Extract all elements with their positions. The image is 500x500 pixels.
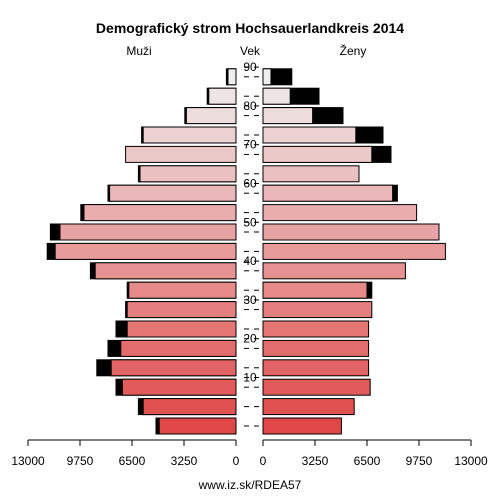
- chart-title: Demografický strom Hochsauerlandkreis 20…: [96, 20, 404, 36]
- age-tick-label: 10: [243, 371, 257, 385]
- male-bar-60-64: [109, 184, 237, 202]
- right-label: Ženy: [340, 43, 367, 58]
- footer-text: www.iz.sk/RDEA57: [198, 478, 302, 492]
- male-bar-55-59: [83, 204, 237, 222]
- center-label: Vek: [240, 44, 261, 58]
- left-label: Muži: [126, 44, 151, 58]
- female-bar-75-79: [262, 126, 357, 144]
- male-bar-40-44: [94, 262, 237, 280]
- female-bar-50-54: [262, 223, 440, 241]
- age-tick-label: 60: [243, 177, 257, 191]
- male-x-tick-label: 13000: [11, 454, 45, 468]
- male-bar-5-9: [142, 398, 237, 416]
- female-bar-5-9: [262, 398, 355, 416]
- age-tick-label: 30: [243, 293, 257, 307]
- age-tick-label: 50: [243, 215, 257, 229]
- female-bar-35-39: [262, 281, 368, 299]
- age-tick-label: 80: [243, 99, 257, 113]
- male-bar-85-89: [208, 87, 237, 105]
- male-x-tick-label: 0: [233, 454, 240, 468]
- male-bar-15-19: [110, 359, 237, 377]
- female-bar-15-19: [262, 359, 370, 377]
- male-bar-75-79: [142, 126, 237, 144]
- male-x-tick-label: 9750: [67, 454, 94, 468]
- male-bar-80-84: [185, 107, 237, 125]
- age-tick-label: 20: [243, 332, 257, 346]
- female-bar-80-84: [262, 107, 314, 125]
- age-tick-label: 70: [243, 138, 257, 152]
- male-bar-65-69: [139, 165, 237, 183]
- female-bar-65-69: [262, 165, 360, 183]
- female-x-tick-label: 3250: [302, 454, 329, 468]
- male-bar-50-54: [59, 223, 237, 241]
- female-bar-40-44: [262, 262, 406, 280]
- male-bar-30-34: [126, 301, 237, 319]
- male-bar-45-49: [54, 242, 237, 260]
- male-bar-90+: [227, 68, 237, 86]
- age-tick-label: 90: [243, 60, 257, 74]
- bars-layer: [46, 68, 446, 435]
- female-bar-85-89: [262, 87, 291, 105]
- female-bar-30-34: [262, 301, 373, 319]
- female-x-tick-label: 6500: [354, 454, 381, 468]
- female-bar-90+: [262, 68, 272, 86]
- female-bar-0-4: [262, 417, 342, 435]
- female-bar-10-14: [262, 378, 371, 396]
- female-x-tick-label: 0: [260, 454, 267, 468]
- female-bar-70-74: [262, 145, 373, 163]
- axes-layer: 13000 9750 6500 3250 0 0 3250 6500 9750 13000 10 20…: [11, 60, 488, 468]
- age-tick-label: 40: [243, 254, 257, 268]
- male-bar-25-29: [126, 320, 237, 338]
- female-bar-45-49: [262, 242, 446, 260]
- male-x-tick-label: 3250: [171, 454, 198, 468]
- male-bar-70-74: [125, 145, 237, 163]
- male-bar-0-4: [158, 417, 237, 435]
- female-bar-20-24: [262, 339, 370, 357]
- female-bar-60-64: [262, 184, 394, 202]
- female-x-tick-label: 9750: [406, 454, 433, 468]
- male-bar-20-24: [120, 339, 237, 357]
- female-bar-25-29: [262, 320, 370, 338]
- female-bar-55-59: [262, 204, 418, 222]
- female-x-tick-label: 13000: [454, 454, 488, 468]
- male-bar-10-14: [121, 378, 237, 396]
- male-bar-35-39: [128, 281, 237, 299]
- male-x-tick-label: 6500: [119, 454, 146, 468]
